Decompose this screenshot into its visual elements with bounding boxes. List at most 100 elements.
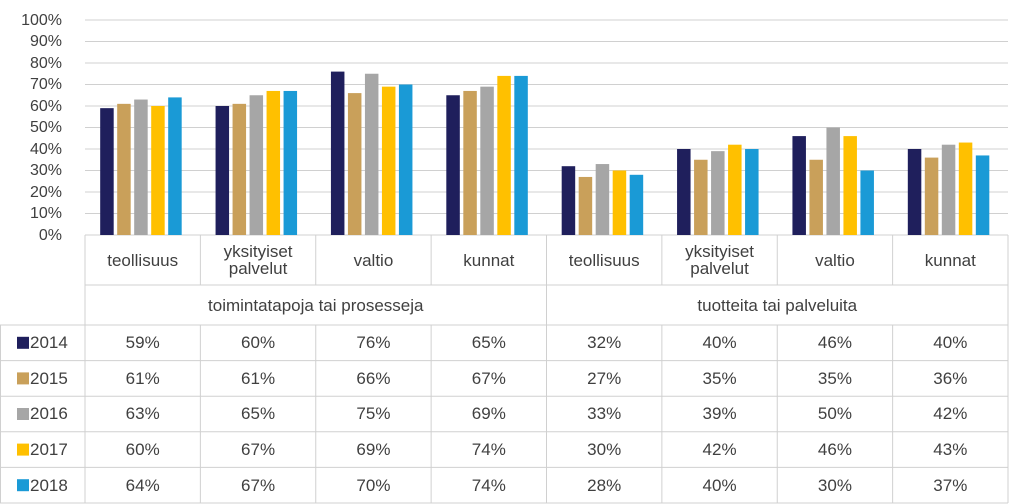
x-tick-label: yksityiset palvelut [223,242,293,278]
bar [497,75,511,236]
bar [330,71,345,235]
legend-label: 2017 [30,440,68,460]
legend-swatch [17,443,29,456]
data-cell: 69% [356,440,391,460]
data-cell: 46% [817,333,852,353]
y-tick-label: 40% [29,140,62,158]
bar [924,157,939,235]
data-cell: 43% [933,440,968,460]
bar [629,174,644,235]
bar [677,149,691,235]
y-tick-label: 100% [21,11,62,29]
bar [480,86,494,236]
bar [266,90,281,235]
bar [232,103,247,235]
data-cell: 65% [471,333,506,353]
data-cell: 30% [587,440,622,460]
data-cell: 40% [933,333,968,353]
legend-label: 2018 [30,475,68,495]
data-cell: 74% [471,475,506,495]
legend-swatch [17,336,29,349]
bar [215,106,230,235]
bar [347,93,362,235]
legend-swatch [17,372,29,385]
data-cell: 32% [587,333,622,353]
legend-label: 2015 [30,368,68,388]
data-cell: 50% [817,404,852,424]
data-cell: 39% [702,404,737,424]
data-cell: 60% [125,440,160,460]
bar [514,75,528,236]
data-cell: 37% [933,475,968,495]
data-cell: 42% [933,404,968,424]
data-cell: 65% [241,404,276,424]
y-tick-label: 0% [38,226,62,244]
y-tick-label: 50% [29,119,62,136]
data-cell: 67% [241,475,276,495]
x-tick-label: valtio [815,250,855,270]
bar [283,90,298,235]
bar [809,159,823,235]
y-tick-label: 20% [29,183,62,201]
bar [612,170,627,235]
data-cell: 66% [356,368,391,388]
bar [117,103,131,235]
x-tick-label: kunnat [463,250,515,270]
group-label: tuotteita tai palveluita [697,295,858,315]
group-label: toimintatapoja tai prosesseja [208,295,424,315]
bar [860,170,874,235]
legend-label: 2016 [30,404,68,424]
bar [843,136,857,235]
y-tick-label: 70% [29,76,62,93]
bar [792,136,806,235]
y-tick-label: 10% [29,205,62,222]
data-cell: 63% [125,404,160,424]
legend-swatch [17,479,29,492]
bar [745,149,759,235]
data-cell: 35% [817,368,852,388]
bar [446,95,460,235]
bar [728,144,742,235]
bar [907,149,922,235]
bar [364,73,379,235]
data-cell: 75% [356,404,391,424]
data-cell: 60% [241,333,276,353]
data-cell: 40% [702,333,737,353]
bar [561,166,576,235]
data-cell: 27% [587,368,622,388]
data-cell: 30% [817,475,852,495]
data-cell: 70% [356,475,391,495]
bar [578,176,593,235]
y-tick-label: 30% [29,162,62,179]
bar [168,97,182,236]
y-tick-label: 90% [29,33,62,50]
bar [958,142,973,235]
bar [975,155,990,235]
bar [463,90,477,235]
x-tick-label: teollisuus [568,250,640,270]
bar [381,86,396,236]
bar [595,164,610,235]
data-cell: 33% [587,404,622,424]
data-cell: 76% [356,333,391,353]
y-tick-label: 60% [29,97,62,115]
bar [100,108,114,235]
data-cell: 61% [241,368,276,388]
bar [398,84,413,235]
x-tick-label: teollisuus [107,250,179,270]
data-cell: 64% [125,475,160,495]
data-cell: 46% [817,440,852,460]
x-tick-label: valtio [353,250,394,270]
y-tick-label: 80% [29,54,62,72]
legend-swatch [17,408,29,420]
x-tick-label: kunnat [924,250,976,270]
data-cell: 74% [471,440,506,460]
bar [151,106,165,235]
data-cell: 67% [241,440,276,460]
data-cell: 67% [471,368,506,388]
data-cell: 61% [125,368,160,388]
bar [711,151,725,235]
bar [941,144,956,235]
